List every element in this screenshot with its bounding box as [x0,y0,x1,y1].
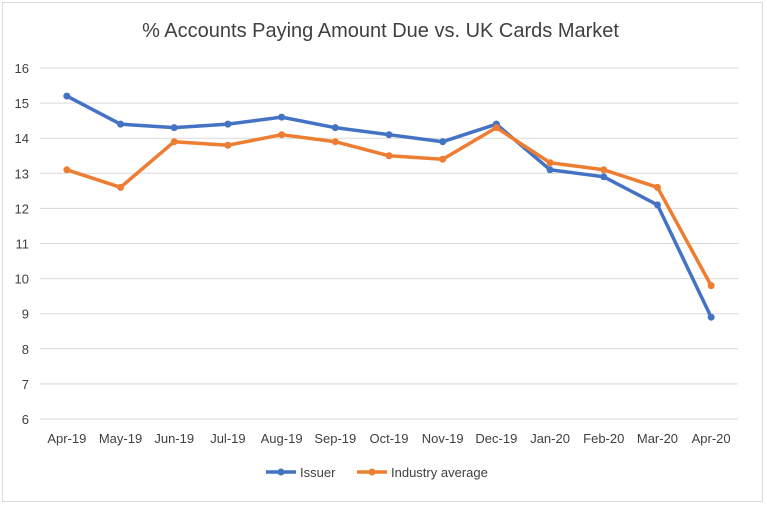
series-2-point [224,141,232,149]
series-1-point [224,120,232,128]
x-tick-label: Nov-19 [422,431,464,446]
x-tick-label: Feb-20 [583,431,624,446]
series-1-point [63,92,71,100]
gridlines [40,67,738,420]
series-2-point [492,124,500,132]
x-tick-label: Jul-19 [210,431,245,446]
series-line-2 [65,125,713,288]
y-axis-ticks: 6 7 8 9 10 11 12 13 14 15 16 [15,61,29,427]
series-2-point [600,166,608,174]
y-tick-label: 12 [15,201,29,216]
series-1-point [331,124,339,132]
series-2-point [63,166,71,174]
legend-label: Issuer [300,465,336,480]
y-tick-label: 9 [22,307,29,322]
x-tick-label: Oct-19 [369,431,408,446]
series-1-point [600,173,608,181]
legend-marker [368,468,376,476]
series-2-point [278,131,286,139]
x-tick-label: Aug-19 [261,431,303,446]
y-tick-label: 14 [15,131,29,146]
x-axis-ticks: Apr-19 May-19 Jun-19 Jul-19 Aug-19 Sep-19 Oct-… [47,431,730,446]
x-tick-label: Apr-19 [47,431,86,446]
legend: Issuer Industry average [266,465,488,480]
series-1-point [117,120,125,128]
series-2-point [439,155,447,163]
series-1-point [707,313,715,321]
y-tick-label: 8 [22,342,29,357]
series-2-point [653,183,661,191]
series-2-point [707,282,715,290]
y-tick-label: 7 [22,377,29,392]
y-tick-label: 11 [16,237,30,252]
x-tick-label: Mar-20 [637,431,678,446]
x-tick-label: Dec-19 [475,431,517,446]
series-1-point [653,201,661,209]
series-2-point [546,159,554,167]
series-2-point [170,138,178,146]
x-tick-label: Apr-20 [692,431,731,446]
y-tick-label: 6 [22,412,29,427]
series-1-point [170,124,178,132]
series-1-point [546,166,554,174]
x-tick-label: Jun-19 [154,431,194,446]
y-tick-label: 13 [15,166,29,181]
legend-label: Industry average [391,465,488,480]
y-tick-label: 10 [15,272,29,287]
series-1-point [278,113,286,121]
chart-title: % Accounts Paying Amount Due vs. UK Card… [142,20,619,42]
series-lines [63,92,715,321]
series-2-point [331,138,339,146]
series-1-point [385,131,393,139]
series-2-point [117,183,125,191]
y-tick-label: 15 [15,96,29,111]
series-2-point [385,152,393,160]
legend-marker [277,468,285,476]
series-line-1 [65,94,713,319]
series-1-point [439,138,447,146]
y-tick-label: 16 [15,61,29,76]
x-tick-label: May-19 [99,431,142,446]
x-tick-label: Sep-19 [314,431,356,446]
x-tick-label: Jan-20 [530,431,570,446]
